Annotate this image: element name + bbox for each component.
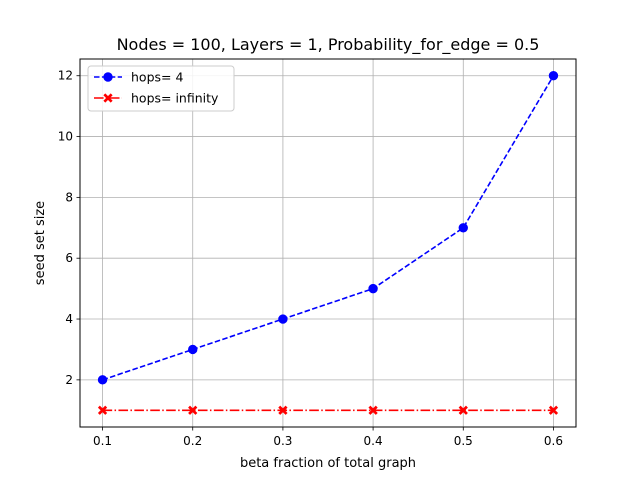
- data-point: [188, 405, 198, 415]
- x-tick-label: 0.2: [183, 434, 202, 448]
- grid: [80, 59, 576, 427]
- y-tick-label: 4: [65, 312, 73, 326]
- x-axis-label: beta fraction of total graph: [240, 456, 416, 471]
- plot-frame: [79, 58, 577, 428]
- data-point: [188, 344, 198, 355]
- series-2: [97, 405, 559, 415]
- x-tick-label: 0.3: [273, 434, 292, 448]
- series-1: [97, 71, 559, 385]
- legend-label: hops= 4: [131, 70, 183, 85]
- data-point: [458, 405, 468, 415]
- y-tick-label: 6: [65, 251, 73, 265]
- data-point: [548, 71, 559, 81]
- legend-box: [87, 65, 235, 112]
- y-tick-label: 12: [58, 69, 73, 83]
- data-point: [97, 405, 108, 415]
- y-tick-label: 2: [65, 373, 73, 387]
- x-tick-label: 0.4: [364, 434, 383, 448]
- ticks: 0.1 0.2 0.3 0.4 0.5 0.6 2 4 6 8 10 12: [58, 69, 563, 448]
- data-point: [97, 375, 108, 385]
- legend-label: hops= infinity: [131, 91, 219, 106]
- data-point: [548, 405, 559, 415]
- series-layer: [97, 71, 559, 415]
- data-point: [278, 314, 288, 324]
- x-tick-label: 0.5: [454, 434, 473, 448]
- y-axis-label: seed set size: [33, 201, 48, 285]
- x-tick-label: 0.6: [544, 434, 563, 448]
- series-line: [102, 75, 555, 381]
- data-point: [458, 223, 468, 233]
- y-tick-label: 10: [58, 130, 73, 144]
- data-point: [278, 405, 288, 415]
- data-point: [368, 405, 378, 415]
- legend: hops= 4 hops= infinity: [87, 65, 235, 112]
- legend-marker-swatch: [103, 93, 113, 103]
- legend-marker-swatch: [103, 72, 113, 82]
- chart-title: Nodes = 100, Layers = 1, Probability_for…: [117, 35, 540, 55]
- legend-item: hops= 4: [94, 70, 183, 85]
- x-tick-label: 0.1: [93, 434, 112, 448]
- legend-item: hops= infinity: [94, 91, 219, 106]
- data-point: [368, 283, 378, 294]
- y-tick-label: 8: [65, 190, 73, 204]
